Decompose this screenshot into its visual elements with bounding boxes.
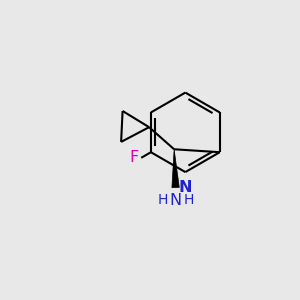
Polygon shape <box>172 149 179 188</box>
Text: N: N <box>169 193 182 208</box>
Text: H: H <box>157 193 167 207</box>
Text: N: N <box>178 180 192 195</box>
Text: F: F <box>130 150 139 165</box>
Text: H: H <box>184 193 194 207</box>
